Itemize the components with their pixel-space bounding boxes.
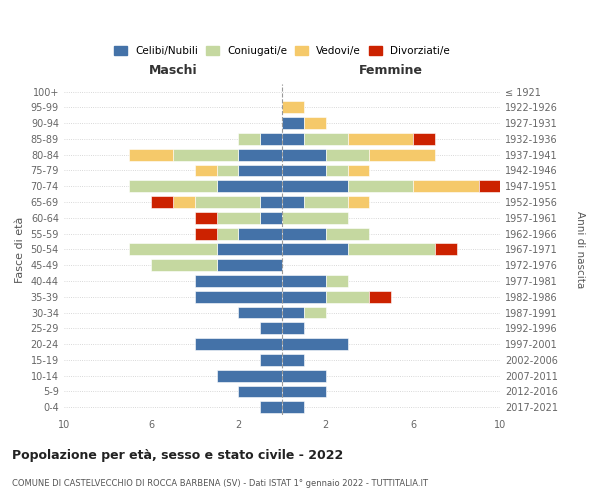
Bar [282,244,347,256]
Bar [282,133,304,145]
Bar [173,149,238,160]
Bar [173,196,195,208]
Bar [260,133,282,145]
Bar [282,102,304,114]
Bar [282,354,304,366]
Bar [129,244,217,256]
Bar [347,196,370,208]
Bar [347,133,413,145]
Bar [282,117,304,129]
Bar [347,164,370,176]
Bar [326,149,370,160]
Bar [282,338,347,350]
Y-axis label: Anni di nascita: Anni di nascita [575,211,585,288]
Bar [238,133,260,145]
Bar [195,212,217,224]
Bar [151,196,173,208]
Bar [304,196,347,208]
Bar [217,244,282,256]
Bar [282,164,326,176]
Bar [282,402,304,413]
Bar [195,164,217,176]
Bar [217,164,238,176]
Bar [282,322,304,334]
Bar [217,180,282,192]
Bar [238,386,282,398]
Bar [195,338,282,350]
Bar [238,149,282,160]
Bar [282,212,347,224]
Bar [282,306,304,318]
Y-axis label: Fasce di età: Fasce di età [15,216,25,282]
Bar [413,180,479,192]
Bar [435,244,457,256]
Bar [217,212,260,224]
Bar [282,370,326,382]
Bar [413,133,435,145]
Bar [260,212,282,224]
Bar [282,180,347,192]
Text: Maschi: Maschi [149,64,197,78]
Bar [304,133,347,145]
Bar [260,322,282,334]
Bar [282,196,304,208]
Bar [326,228,370,239]
Bar [151,260,217,271]
Bar [282,291,326,302]
Bar [195,291,282,302]
Text: COMUNE DI CASTELVECCHIO DI ROCCA BARBENA (SV) - Dati ISTAT 1° gennaio 2022 - TUT: COMUNE DI CASTELVECCHIO DI ROCCA BARBENA… [12,478,428,488]
Bar [347,180,413,192]
Bar [238,228,282,239]
Bar [304,117,326,129]
Bar [347,244,435,256]
Bar [370,149,435,160]
Bar [260,196,282,208]
Bar [195,228,217,239]
Bar [282,275,326,287]
Text: Popolazione per età, sesso e stato civile - 2022: Popolazione per età, sesso e stato civil… [12,450,343,462]
Bar [304,306,326,318]
Bar [129,149,173,160]
Bar [129,180,217,192]
Bar [217,260,282,271]
Bar [260,354,282,366]
Bar [260,402,282,413]
Legend: Celibi/Nubili, Coniugati/e, Vedovi/e, Divorziati/e: Celibi/Nubili, Coniugati/e, Vedovi/e, Di… [111,42,453,59]
Bar [282,386,326,398]
Text: Femmine: Femmine [359,64,424,78]
Bar [326,164,347,176]
Bar [282,228,326,239]
Bar [238,164,282,176]
Bar [326,275,347,287]
Bar [217,370,282,382]
Bar [238,306,282,318]
Bar [479,180,500,192]
Bar [195,196,260,208]
Bar [326,291,370,302]
Bar [370,291,391,302]
Bar [282,149,326,160]
Bar [195,275,282,287]
Bar [217,228,238,239]
